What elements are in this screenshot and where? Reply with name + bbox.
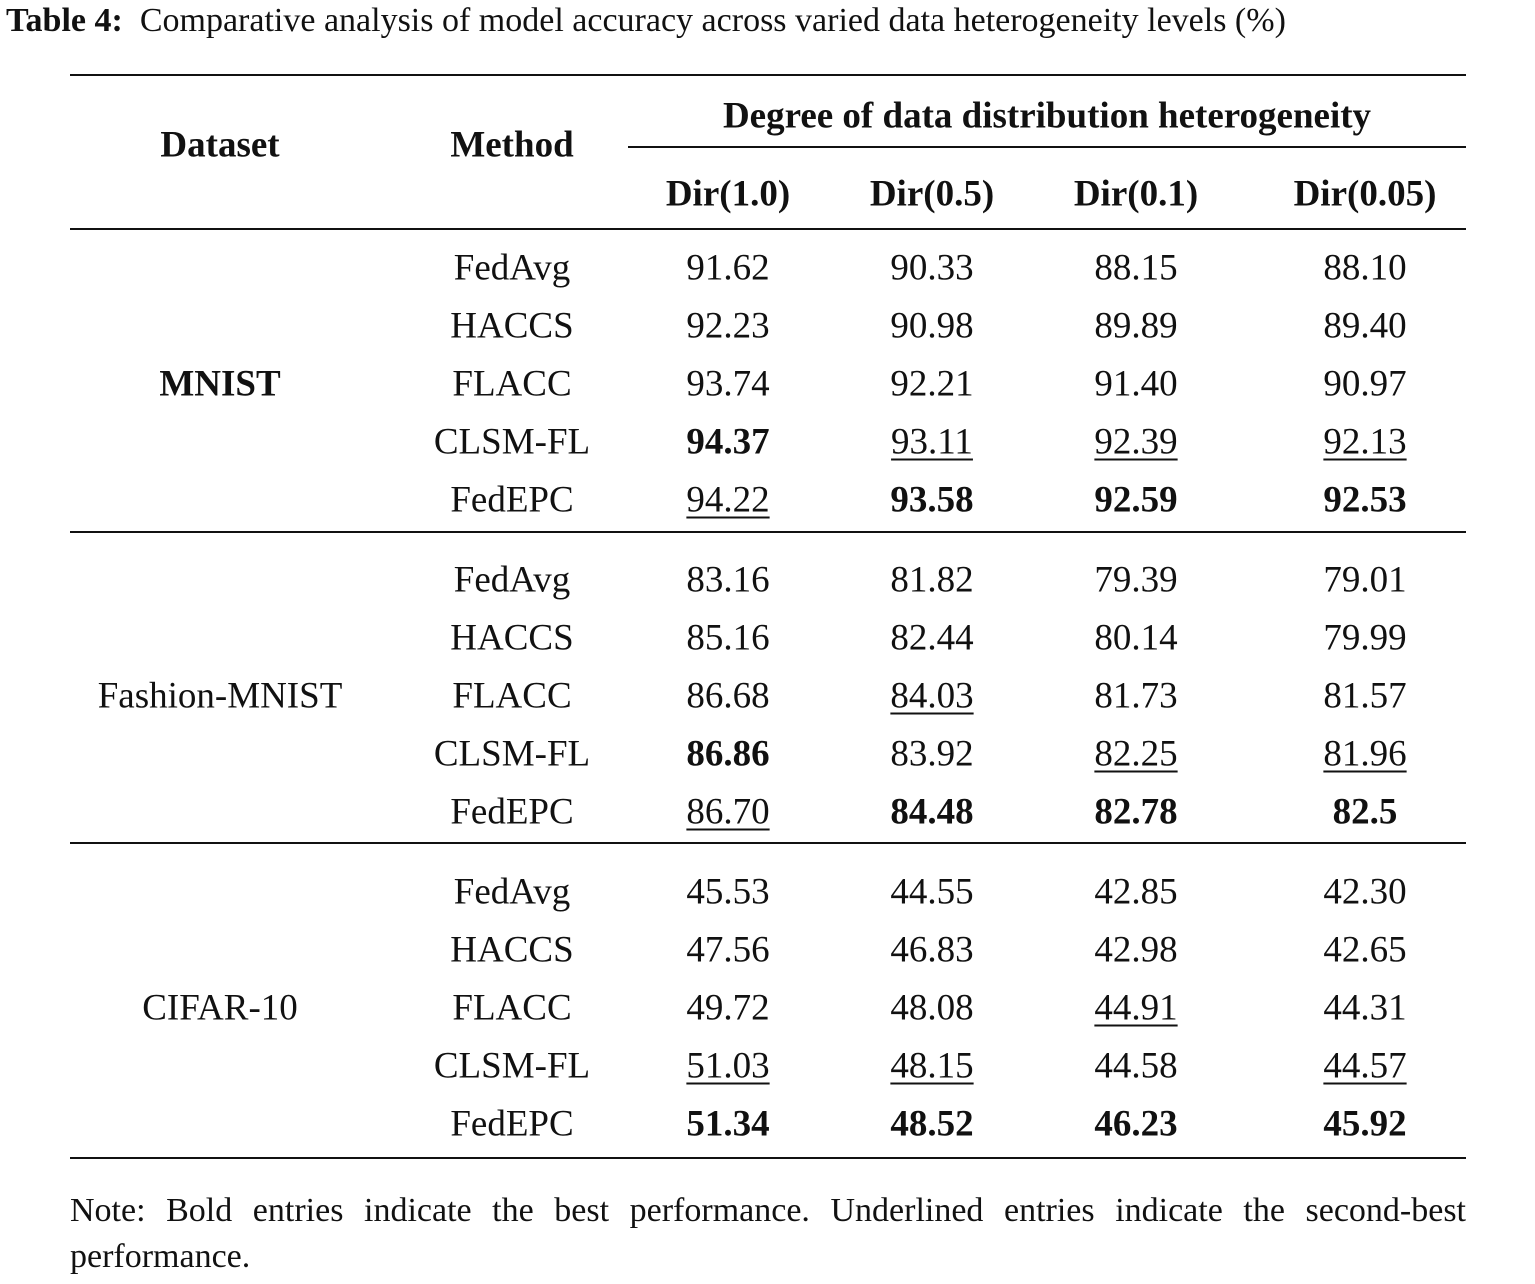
cell-value: 93.11 <box>891 421 973 463</box>
cell-value: 44.58 <box>1094 1045 1178 1087</box>
method-label: FedAvg <box>453 871 571 913</box>
method-label: FedEPC <box>450 791 574 833</box>
top-rule <box>70 74 1466 76</box>
caption-text: Comparative analysis of model accuracy a… <box>139 2 1286 39</box>
cell-value: 42.98 <box>1094 929 1178 971</box>
cell-value: 91.62 <box>686 247 770 289</box>
cell-value: 81.73 <box>1094 675 1178 717</box>
method-label: FedEPC <box>450 1103 574 1145</box>
cell-value: 92.23 <box>686 305 770 347</box>
cell-value: 79.39 <box>1094 559 1178 601</box>
cell-value: 46.23 <box>1094 1103 1178 1145</box>
dataset-label: CIFAR-10 <box>142 987 298 1029</box>
cell-value: 48.08 <box>890 987 974 1029</box>
cell-value: 93.58 <box>890 479 974 521</box>
cell-value: 46.83 <box>890 929 974 971</box>
cell-value: 44.91 <box>1094 987 1178 1029</box>
cell-value: 88.15 <box>1094 247 1178 289</box>
method-label: FedEPC <box>450 479 574 521</box>
cell-value: 47.56 <box>686 929 770 971</box>
group-rule <box>70 842 1466 844</box>
cell-value: 51.03 <box>686 1045 770 1087</box>
cell-value: 82.5 <box>1332 791 1398 833</box>
cell-value: 92.53 <box>1323 479 1407 521</box>
cell-value: 51.34 <box>686 1103 770 1145</box>
cell-value: 49.72 <box>686 987 770 1029</box>
cell-value: 89.89 <box>1094 305 1178 347</box>
cell-value: 79.01 <box>1323 559 1407 601</box>
cell-value: 45.53 <box>686 871 770 913</box>
method-label: CLSM-FL <box>433 1045 591 1087</box>
header-rule <box>70 228 1466 230</box>
group-rule <box>70 1157 1466 1159</box>
caption-label: Table 4: <box>6 2 123 39</box>
dataset-label: Fashion-MNIST <box>97 675 343 717</box>
cell-value: 81.57 <box>1323 675 1407 717</box>
cell-value: 44.55 <box>890 871 974 913</box>
header-method: Method <box>450 124 574 166</box>
cell-value: 45.92 <box>1323 1103 1407 1145</box>
cell-value: 88.10 <box>1323 247 1407 289</box>
cell-value: 81.82 <box>890 559 974 601</box>
method-label: HACCS <box>450 305 574 347</box>
method-label: FLACC <box>452 675 572 717</box>
cell-value: 44.31 <box>1323 987 1407 1029</box>
dataset-label: MNIST <box>159 363 281 405</box>
cell-value: 42.30 <box>1323 871 1407 913</box>
cell-value: 48.15 <box>890 1045 974 1087</box>
cell-value: 90.33 <box>890 247 974 289</box>
cell-value: 83.92 <box>890 733 974 775</box>
cell-value: 82.78 <box>1094 791 1178 833</box>
method-label: FLACC <box>452 987 572 1029</box>
cell-value: 86.70 <box>686 791 770 833</box>
method-label: FedAvg <box>453 247 571 289</box>
cell-value: 92.59 <box>1094 479 1178 521</box>
cell-value: 90.98 <box>890 305 974 347</box>
cell-value: 89.40 <box>1323 305 1407 347</box>
cell-value: 82.25 <box>1094 733 1178 775</box>
cell-value: 86.86 <box>686 733 770 775</box>
method-label: FedAvg <box>453 559 571 601</box>
cell-value: 91.40 <box>1094 363 1178 405</box>
cell-value: 94.37 <box>686 421 770 463</box>
cell-value: 83.16 <box>686 559 770 601</box>
group-rule <box>70 531 1466 533</box>
cell-value: 94.22 <box>686 479 770 521</box>
cell-value: 92.39 <box>1094 421 1178 463</box>
group-rule <box>628 146 1466 148</box>
header-column: Dir(0.1) <box>1073 173 1199 215</box>
header-column: Dir(0.5) <box>869 173 995 215</box>
method-label: HACCS <box>450 617 574 659</box>
cell-value: 44.57 <box>1323 1045 1407 1087</box>
header-dataset: Dataset <box>160 124 280 166</box>
method-label: CLSM-FL <box>433 421 591 463</box>
method-label: CLSM-FL <box>433 733 591 775</box>
method-label: HACCS <box>450 929 574 971</box>
method-label: FLACC <box>452 363 572 405</box>
cell-value: 86.68 <box>686 675 770 717</box>
cell-value: 79.99 <box>1323 617 1407 659</box>
cell-value: 84.03 <box>890 675 974 717</box>
cell-value: 92.21 <box>890 363 974 405</box>
cell-value: 80.14 <box>1094 617 1178 659</box>
cell-value: 81.96 <box>1323 733 1407 775</box>
cell-value: 42.85 <box>1094 871 1178 913</box>
cell-value: 85.16 <box>686 617 770 659</box>
cell-value: 93.74 <box>686 363 770 405</box>
cell-value: 82.44 <box>890 617 974 659</box>
cell-value: 90.97 <box>1323 363 1407 405</box>
header-column: Dir(1.0) <box>665 173 791 215</box>
cell-value: 92.13 <box>1323 421 1407 463</box>
note: Note: Bold entries indicate the best per… <box>70 1192 1466 1275</box>
caption: Table 4: Comparative analysis of model a… <box>6 2 1286 40</box>
cell-value: 48.52 <box>890 1103 974 1145</box>
cell-value: 84.48 <box>890 791 974 833</box>
cell-value: 42.65 <box>1323 929 1407 971</box>
header-group: Degree of data distribution heterogeneit… <box>722 95 1372 137</box>
header-column: Dir(0.05) <box>1293 173 1437 215</box>
